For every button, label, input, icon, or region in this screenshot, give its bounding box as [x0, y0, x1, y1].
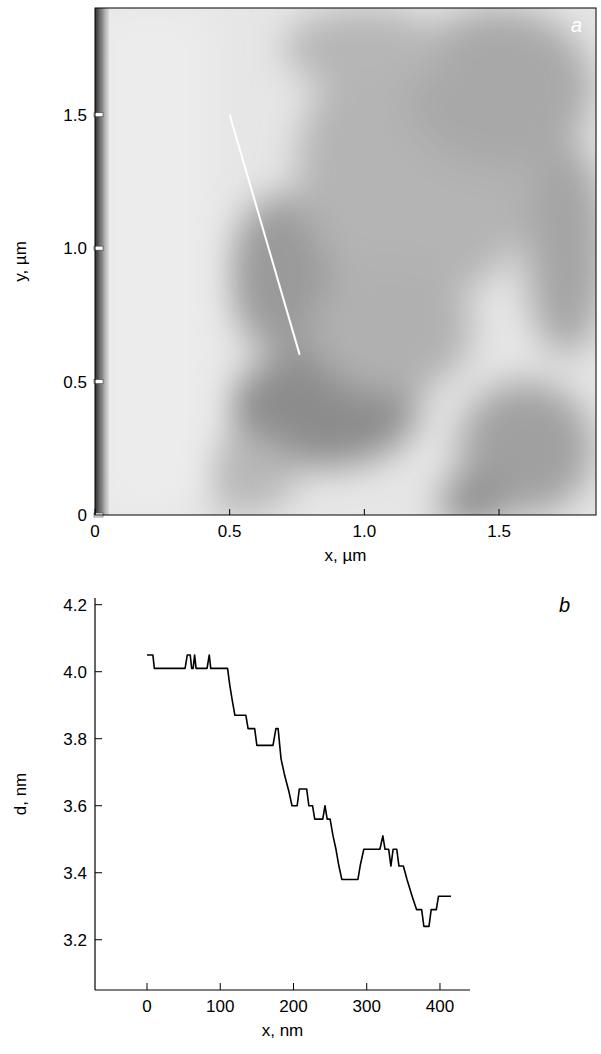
- dark-edge: [95, 8, 101, 515]
- image-texture: [189, 8, 596, 515]
- y-tick-label: 3.6: [63, 797, 87, 816]
- y-tick: [95, 738, 102, 739]
- y-tick-label: 3.4: [63, 864, 87, 883]
- frame: [95, 8, 596, 515]
- texture-blob: [440, 475, 505, 515]
- y-tick-label: 4.2: [63, 596, 87, 615]
- plot-group: [147, 655, 451, 926]
- x-tick: [147, 983, 148, 990]
- x-tick-label: 0.5: [218, 522, 242, 541]
- y-tick-label: 0: [78, 506, 87, 525]
- x-tick: [364, 509, 365, 515]
- x-axis-title: x, µm: [325, 546, 367, 565]
- y-tick: [95, 805, 102, 806]
- x-tick: [220, 983, 221, 990]
- profile-group: [230, 115, 300, 355]
- y-tick-label: 0.5: [63, 373, 87, 392]
- y-tick: [95, 872, 102, 873]
- profile-line: [230, 115, 300, 355]
- x-tick-label: 0: [90, 522, 99, 541]
- x-tick-label: 200: [279, 997, 307, 1016]
- x-tick: [229, 509, 230, 515]
- profile-line: [147, 655, 451, 926]
- x-tick-label: 1.5: [487, 522, 511, 541]
- panel-letter: b: [559, 594, 570, 616]
- y-tick-label: 4.0: [63, 663, 87, 682]
- x-tick: [499, 509, 500, 515]
- panel-letter: a: [571, 14, 582, 36]
- texture-blob: [526, 141, 596, 354]
- y-axis-title: y, µm: [11, 241, 30, 282]
- light-band: [95, 8, 210, 515]
- y-tick: [95, 939, 102, 940]
- x-tick-label: 400: [426, 997, 454, 1016]
- texture-blob: [310, 262, 472, 395]
- y-tick-label: 3.8: [63, 730, 87, 749]
- y-tick: [95, 671, 102, 672]
- image-ground: [95, 8, 596, 515]
- x-tick-label: 300: [353, 997, 381, 1016]
- afm-image: [95, 8, 596, 515]
- y-tick-label: 1.5: [63, 106, 87, 125]
- x-axis-title: x, nm: [262, 1021, 304, 1040]
- x-tick: [439, 983, 440, 990]
- y-axis: [94, 598, 95, 990]
- y-tick: [95, 604, 102, 605]
- y-tick-label: 1.0: [63, 239, 87, 258]
- x-tick-label: 100: [206, 997, 234, 1016]
- x-tick: [293, 983, 294, 990]
- x-tick-label: 1.0: [353, 522, 377, 541]
- x-tick-label: 0: [142, 997, 151, 1016]
- x-tick: [366, 983, 367, 990]
- y-axis-title: d, nm: [11, 773, 30, 816]
- texture-blob: [284, 8, 446, 88]
- x-axis: [95, 989, 470, 990]
- y-tick-label: 3.2: [63, 931, 87, 950]
